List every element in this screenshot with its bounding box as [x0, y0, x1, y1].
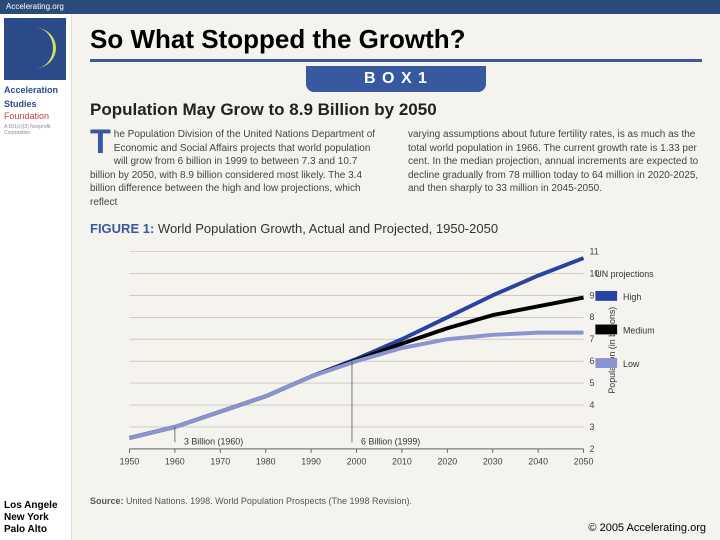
svg-text:3 Billion (1960): 3 Billion (1960): [184, 436, 243, 446]
population-chart: 2345678910111950196019701980199020002010…: [90, 240, 702, 490]
city-item: Palo Alto: [4, 524, 67, 536]
source-text: United Nations. 1998. World Population P…: [126, 496, 412, 506]
box-col-1: T he Population Division of the United N…: [90, 128, 384, 209]
box-header: B O X 1: [306, 66, 486, 92]
svg-text:Medium: Medium: [623, 325, 655, 335]
svg-text:Low: Low: [623, 359, 640, 369]
svg-text:3: 3: [589, 422, 594, 432]
source-label: Source:: [90, 496, 124, 506]
svg-text:2050: 2050: [574, 457, 594, 467]
figure-title: World Population Growth, Actual and Proj…: [158, 221, 498, 236]
logo-tagline: A 501(c)(3) Nonprofit Corporation: [0, 122, 71, 138]
svg-text:7: 7: [589, 334, 594, 344]
box-title: Population May Grow to 8.9 Billion by 20…: [90, 100, 702, 120]
col1-text: he Population Division of the United Nat…: [90, 129, 375, 208]
city-item: Los Angele: [4, 500, 67, 512]
svg-text:2030: 2030: [483, 457, 503, 467]
svg-text:6 Billion (1999): 6 Billion (1999): [361, 436, 420, 446]
svg-text:4: 4: [589, 400, 594, 410]
sidebar: Acceleration Studies Foundation A 501(c)…: [0, 14, 72, 540]
slide-title: So What Stopped the Growth?: [90, 24, 702, 55]
svg-text:2: 2: [589, 444, 594, 454]
svg-text:UN projections: UN projections: [595, 269, 654, 279]
figure-label: FIGURE 1: World Population Growth, Actua…: [90, 221, 702, 236]
svg-text:8: 8: [589, 312, 594, 322]
chart-source: Source: United Nations. 1998. World Popu…: [90, 490, 702, 506]
logo-line3: Foundation: [0, 112, 71, 122]
svg-text:2020: 2020: [437, 457, 457, 467]
box-text-columns: T he Population Division of the United N…: [90, 128, 702, 209]
svg-text:11: 11: [589, 246, 598, 256]
logo-line2: Studies: [0, 98, 71, 112]
city-item: New York: [4, 512, 67, 524]
svg-text:2000: 2000: [347, 457, 367, 467]
dropcap: T: [90, 128, 114, 157]
svg-text:2040: 2040: [528, 457, 548, 467]
svg-text:1960: 1960: [165, 457, 185, 467]
topbar-brand: Accelerating.org: [6, 2, 64, 11]
svg-text:5: 5: [589, 378, 594, 388]
svg-text:2010: 2010: [392, 457, 412, 467]
box-col-2: varying assumptions about future fertili…: [408, 128, 702, 209]
svg-text:6: 6: [589, 356, 594, 366]
svg-text:1970: 1970: [210, 457, 230, 467]
svg-text:9: 9: [589, 290, 594, 300]
logo-line1: Acceleration: [0, 84, 71, 98]
copyright-footer: © 2005 Accelerating.org: [588, 522, 706, 534]
main-layout: Acceleration Studies Foundation A 501(c)…: [0, 14, 720, 540]
svg-text:High: High: [623, 292, 641, 302]
logo-icon: [4, 18, 66, 80]
title-rule: [90, 59, 702, 62]
svg-text:Population (in billions): Population (in billions): [607, 307, 617, 394]
top-bar: Accelerating.org: [0, 0, 720, 14]
svg-text:1980: 1980: [256, 457, 276, 467]
svg-text:1950: 1950: [120, 457, 140, 467]
figure-prefix: FIGURE 1:: [90, 221, 154, 236]
chart-svg: 2345678910111950196019701980199020002010…: [90, 240, 702, 490]
svg-text:1990: 1990: [301, 457, 321, 467]
content-area: So What Stopped the Growth? B O X 1 Popu…: [72, 14, 720, 540]
cities-list: Los Angele New York Palo Alto: [0, 496, 71, 540]
